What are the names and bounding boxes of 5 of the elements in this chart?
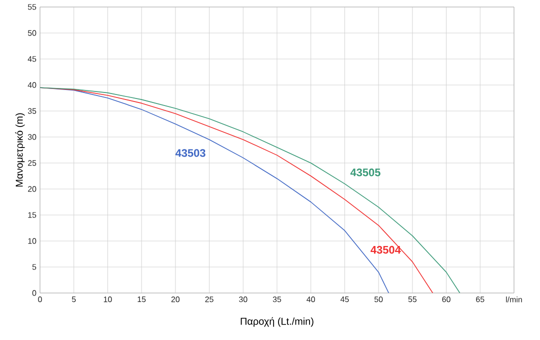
x-axis-title: Παροχή (Lt./min): [240, 317, 314, 327]
series-label: 43503: [175, 149, 206, 157]
series-label: 43505: [350, 168, 380, 176]
y-axis-title: Μανομετρικό (m): [15, 113, 25, 187]
series-label: 43504: [370, 246, 401, 254]
